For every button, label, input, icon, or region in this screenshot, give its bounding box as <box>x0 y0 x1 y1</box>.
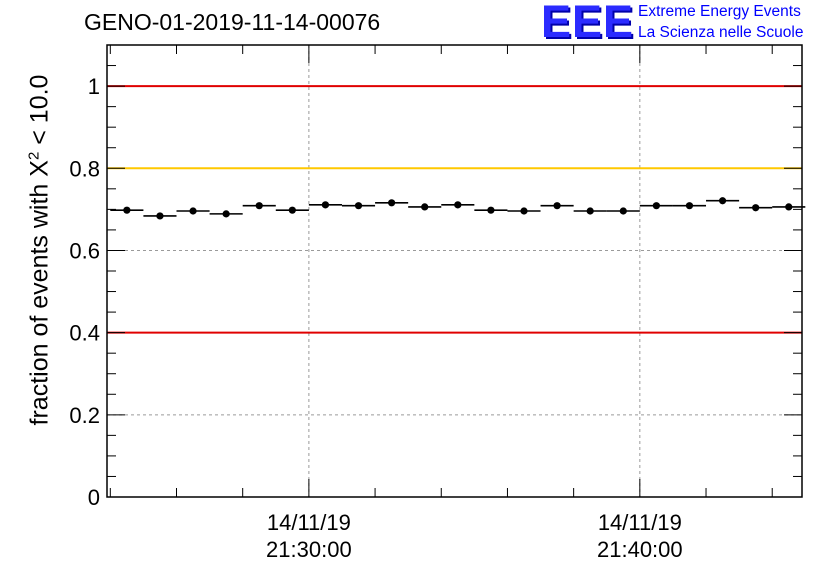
y-tick-label: 0 <box>88 485 100 510</box>
data-point <box>685 202 694 210</box>
data-point <box>619 207 627 215</box>
data-point <box>156 212 164 220</box>
data-point <box>752 204 760 212</box>
y-axis-label-symbol: X <box>25 160 54 177</box>
y-axis-label-sup: 2 <box>25 151 43 161</box>
data-point <box>553 202 561 210</box>
data-point <box>454 201 462 209</box>
logo-subtitle-2: La Scienza nelle Scuole <box>638 24 804 41</box>
y-axis-label-prefix: fraction of events with <box>25 176 54 426</box>
data-point <box>785 203 793 211</box>
logo-subtitle-1: Extreme Energy Events <box>638 3 801 20</box>
data-point <box>388 199 396 207</box>
y-tick-label: 0.6 <box>69 238 100 263</box>
y-axis-label: fraction of events with X2 < 10.0 <box>25 75 54 426</box>
x-tick-label-date: 14/11/19 <box>267 510 351 535</box>
data-point <box>354 202 363 210</box>
data-point <box>520 207 528 215</box>
data-point <box>487 206 495 214</box>
data-point <box>255 202 263 210</box>
y-axis-label-suffix: < 10.0 <box>25 74 54 152</box>
data-point <box>652 202 660 210</box>
run-title: GENO-01-2019-11-14-00076 <box>84 9 381 35</box>
y-tick-label: 1 <box>88 74 100 99</box>
y-tick-label: 0.4 <box>69 321 100 346</box>
data-point <box>718 197 727 205</box>
x-tick-label-time: 21:30:00 <box>266 537 352 562</box>
data-point <box>321 201 330 209</box>
axis-ticks <box>107 44 802 498</box>
data-points <box>110 197 806 220</box>
eee-logo: EEE Extreme Energy Events La Scienza nel… <box>541 0 831 47</box>
data-point <box>586 207 594 215</box>
data-point <box>222 210 230 218</box>
reference-lines <box>107 85 802 334</box>
data-point <box>189 207 197 215</box>
x-tick-label-time: 21:40:00 <box>597 537 683 562</box>
y-tick-labels: 0 0.2 0.4 0.6 0.8 1 <box>69 74 100 510</box>
y-tick-label: 0.2 <box>69 403 100 428</box>
x-tick-label-date: 14/11/19 <box>598 510 682 535</box>
y-tick-label: 0.8 <box>69 156 100 181</box>
data-point <box>123 206 131 214</box>
grid-lines <box>107 45 802 497</box>
plot-frame <box>106 44 803 498</box>
data-point <box>421 203 429 211</box>
data-point <box>288 206 296 214</box>
logo-mark: EEE <box>541 0 635 47</box>
